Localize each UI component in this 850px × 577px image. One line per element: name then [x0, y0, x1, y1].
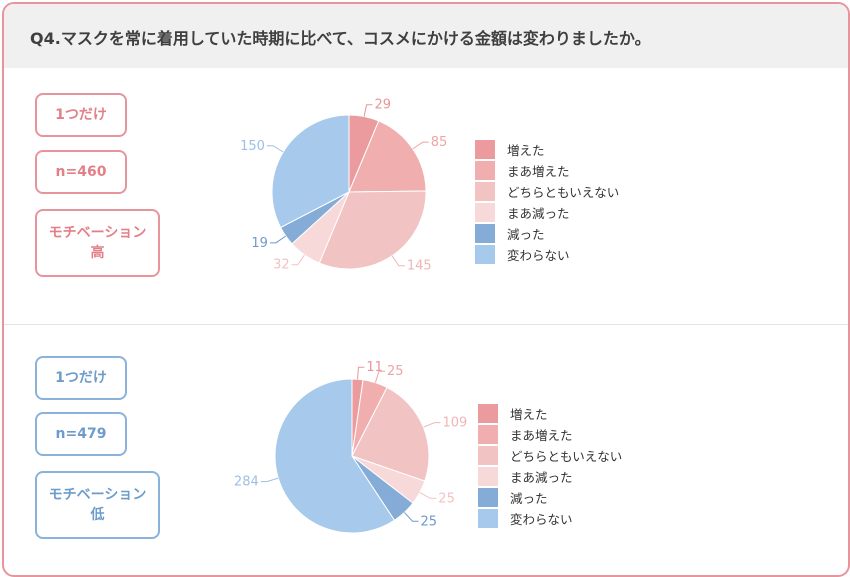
legend-label: 減った [507, 227, 545, 242]
motivation-label: モチベーション 低 [48, 487, 147, 523]
data-label: 284 [234, 475, 259, 490]
data-label: 109 [443, 416, 468, 431]
data-label: 25 [387, 364, 404, 379]
legend-label: まあ減った [510, 470, 573, 485]
legend-swatch [478, 488, 498, 507]
legend-label: 減った [510, 491, 548, 506]
leader-line [260, 477, 279, 483]
legend-item: 増えた [478, 404, 548, 423]
legend-swatch [478, 425, 498, 444]
legend-label: どちらともいえない [507, 185, 620, 200]
legend-label: 変わらない [507, 248, 570, 263]
legend-label: まあ増えた [507, 164, 570, 179]
motivation-badge: モチベーション 高 [35, 209, 160, 277]
sample-size-label: n=460 [55, 164, 107, 180]
data-label: 145 [407, 259, 432, 274]
question-header: Q4.マスクを常に着用していた時期に比べて、コスメにかける金額は変わりましたか。 [4, 4, 848, 68]
legend-item: 増えた [475, 140, 545, 159]
data-label: 25 [438, 491, 455, 506]
legend-item: 減った [478, 488, 548, 507]
legend-swatch [475, 224, 495, 243]
legend-swatch [478, 404, 498, 423]
leader-line [374, 370, 386, 383]
legend-label: まあ増えた [510, 428, 573, 443]
question-title: Q4.マスクを常に着用していた時期に比べて、コスメにかける金額は変わりましたか。 [30, 29, 651, 48]
legend-label: 変わらない [510, 512, 573, 527]
leader-line [363, 104, 373, 117]
pie-slice [318, 190, 427, 270]
legend-swatch [478, 467, 498, 486]
leader-line [412, 141, 429, 150]
answer-type-badge: 1つだけ [35, 93, 127, 137]
legend-label: 増えた [510, 407, 548, 422]
pie-slice [348, 120, 427, 193]
leader-line [403, 512, 419, 522]
leader-line [423, 422, 441, 428]
answer-type-label: 1つだけ [55, 370, 107, 386]
legend-item: どちらともいえない [475, 182, 619, 201]
legend-swatch [475, 182, 495, 201]
leader-line [419, 492, 437, 499]
data-label: 25 [421, 514, 438, 529]
legend-swatch [475, 140, 495, 159]
legend-item: 減った [475, 224, 545, 243]
answer-type-badge: 1つだけ [35, 356, 127, 400]
motivation-label: モチベーション 高 [48, 225, 147, 261]
sample-size-badge: n=460 [35, 150, 127, 194]
legend-item: 変わらない [475, 245, 570, 264]
legend-label: 増えた [507, 143, 545, 158]
leader-line [391, 255, 405, 267]
legend-label: まあ減った [507, 206, 570, 221]
legend-swatch [478, 509, 498, 528]
legend-item: 変わらない [478, 509, 573, 528]
pie-slice [271, 114, 350, 229]
leader-line [291, 254, 306, 266]
leader-line [357, 366, 365, 380]
answer-type-label: 1つだけ [55, 107, 107, 123]
sample-size-badge: n=479 [35, 412, 127, 456]
data-label: 19 [251, 236, 268, 251]
leader-line [269, 235, 287, 244]
legend-item: まあ減った [475, 203, 570, 222]
data-label: 32 [273, 258, 290, 273]
data-label: 11 [366, 360, 383, 375]
legend-swatch [478, 446, 498, 465]
legend-item: まあ減った [478, 467, 573, 486]
data-label: 85 [431, 135, 448, 150]
sample-size-label: n=479 [55, 426, 107, 442]
data-label: 29 [375, 98, 392, 113]
legend-item: まあ増えた [478, 425, 573, 444]
section-divider [4, 324, 848, 325]
legend-label: どちらともいえない [510, 449, 623, 464]
motivation-badge: モチベーション 低 [35, 471, 160, 539]
legend-item: まあ増えた [475, 161, 570, 180]
legend-swatch [475, 245, 495, 264]
legend-item: どちらともいえない [478, 446, 622, 465]
legend-swatch [475, 161, 495, 180]
legend-swatch [475, 203, 495, 222]
leader-line [266, 145, 284, 153]
data-label: 150 [240, 139, 265, 154]
